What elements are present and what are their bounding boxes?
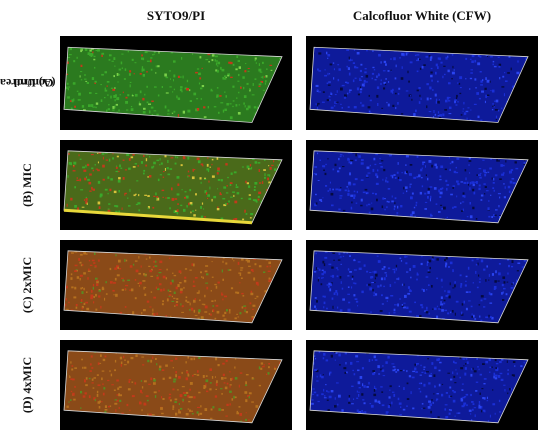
panel-a-syto9 <box>60 36 292 130</box>
biofilm-image <box>63 46 283 123</box>
biofilm-image <box>63 250 283 324</box>
panel-d-cfw <box>306 340 538 430</box>
col-header-cfw: Calcofluor White (CFW) <box>352 8 492 23</box>
panel-d-syto9 <box>60 340 292 430</box>
row-label-untreated-control: (A) UntreatedControl <box>0 36 56 130</box>
panel-c-syto9 <box>60 240 292 330</box>
panel-a-cfw <box>306 36 538 130</box>
row-label-2xmic: (C) 2xMIC <box>20 256 35 314</box>
biofilm-image <box>309 150 529 224</box>
biofilm-image <box>309 350 529 424</box>
biofilm-image <box>63 350 283 424</box>
biofilm-image <box>63 150 283 225</box>
panel-b-syto9 <box>60 140 292 230</box>
row-label-4xmic: (D) 4xMIC <box>20 356 35 414</box>
panel-b-cfw <box>306 140 538 230</box>
biofilm-image <box>309 46 529 123</box>
biofilm-image <box>309 250 529 324</box>
col-header-syto9-pi: SYTO9/PI <box>146 8 206 23</box>
panel-c-cfw <box>306 240 538 330</box>
row-label-mic: (B) MIC <box>19 163 34 207</box>
